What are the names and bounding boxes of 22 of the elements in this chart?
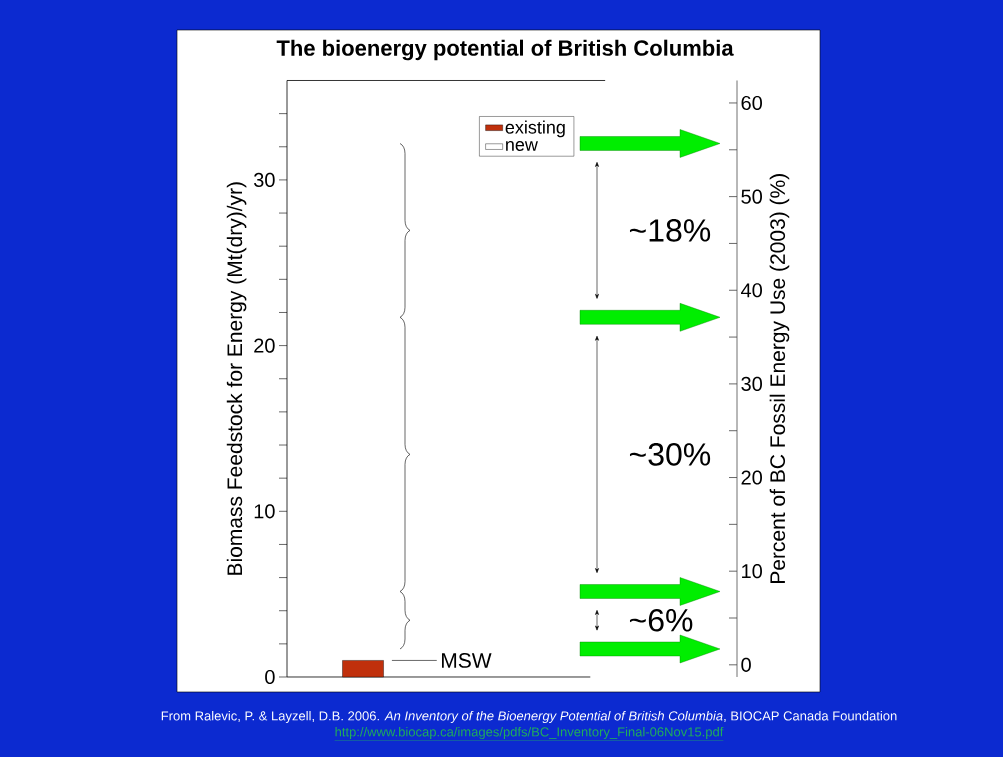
y2-tick-label: 10 — [742, 564, 762, 579]
y2-tick-label: 50 — [741, 189, 762, 204]
text: ~6% — [629, 608, 693, 632]
chart-title: The bioenergy potential of British Columbia — [276, 39, 734, 61]
y2-tick-label: 20 — [741, 470, 762, 485]
legend-label: existing — [505, 120, 565, 138]
y-axis-title: Biomass Feedstock for Energy (Mt(dry)/yr) — [226, 182, 247, 575]
text: From Ralevic, P. & Layzell, D.B. 2006. An Inventory of the Bioenergy Potential of British Columbia, BIOCAP Canada Foundation — [161, 710, 897, 724]
y2-tick-label: 40 — [741, 283, 762, 298]
text: ~30% — [629, 443, 711, 466]
annotation: MSW — [442, 652, 492, 668]
y-tick-label: 30 — [253, 172, 275, 187]
y2-tick-label: 30 — [741, 376, 762, 391]
y2-axis-title: Percent of BC Fossil Energy Use (2003) (%) — [769, 174, 790, 584]
y-tick-label: 10 — [254, 504, 275, 519]
text: ~18% — [629, 219, 711, 242]
legend-label: new — [506, 141, 538, 151]
y-tick-label: 20 — [254, 338, 275, 353]
y-tick-label: 0 — [265, 669, 275, 685]
y2-tick-label: 0 — [741, 657, 751, 672]
text: http://www.biocap.ca/images/pdfs/BC_Inventory_Final-06Nov15.pdf — [335, 726, 724, 740]
y2-tick-label: 60 — [741, 95, 762, 111]
